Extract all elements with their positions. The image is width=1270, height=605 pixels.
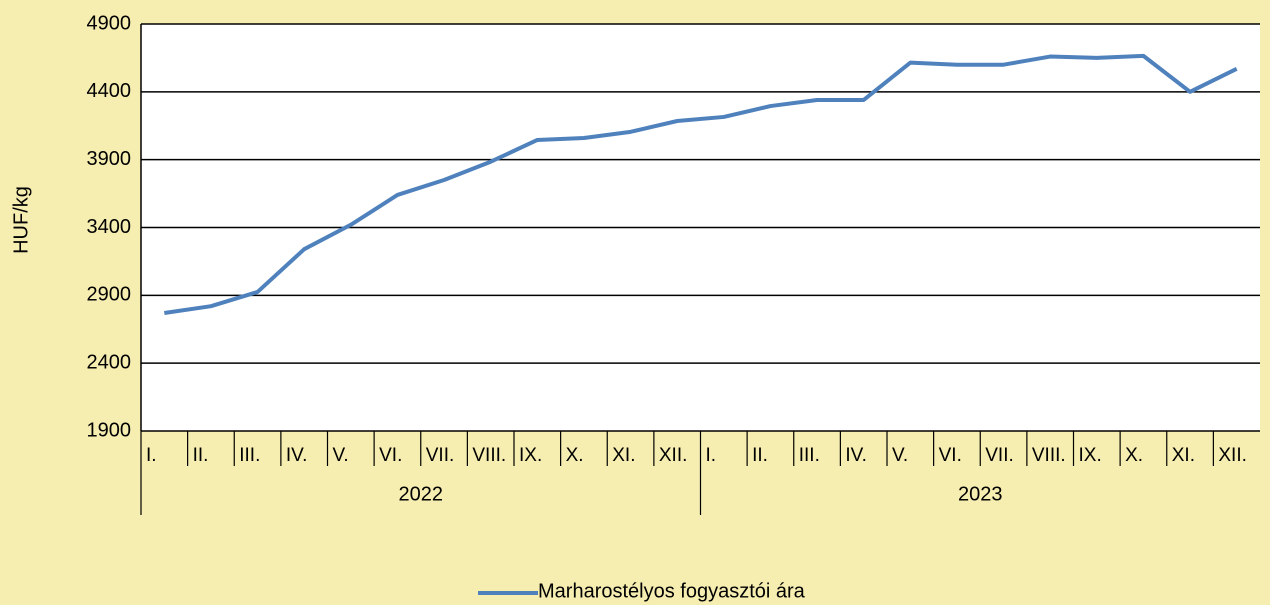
x-tick-label: II.: [193, 445, 209, 466]
x-tick-label: VIII.: [472, 445, 506, 466]
x-tick-label: XII.: [1218, 445, 1247, 466]
x-tick-label: IV.: [286, 445, 308, 466]
legend-label: Marharostélyos fogyasztói ára: [538, 580, 806, 602]
y-tick-label: 1900: [87, 419, 132, 441]
group-label: 2023: [958, 483, 1003, 505]
x-tick-label: V.: [333, 445, 349, 466]
x-tick-label: II.: [752, 445, 768, 466]
x-tick-label: XII.: [659, 445, 688, 466]
x-tick-label: V.: [892, 445, 908, 466]
x-tick-label: III.: [799, 445, 820, 466]
x-tick-label: IV.: [845, 445, 867, 466]
x-tick-label: X.: [566, 445, 584, 466]
x-tick-label: I.: [706, 445, 717, 466]
y-tick-label: 2400: [87, 351, 132, 373]
group-label: 2022: [399, 483, 444, 505]
x-tick-label: III.: [239, 445, 260, 466]
x-tick-label: IX.: [519, 445, 542, 466]
y-axis-label: HUF/kg: [10, 186, 32, 254]
x-tick-label: VI.: [939, 445, 962, 466]
x-tick-label: VII.: [985, 445, 1014, 466]
x-tick-label: VIII.: [1032, 445, 1066, 466]
y-tick-label: 4900: [87, 12, 132, 34]
x-tick-label: X.: [1125, 445, 1143, 466]
x-tick-label: I.: [146, 445, 157, 466]
x-tick-label: XI.: [612, 445, 635, 466]
y-tick-label: 4400: [87, 80, 132, 102]
y-tick-label: 3900: [87, 148, 132, 170]
x-tick-label: IX.: [1079, 445, 1102, 466]
x-tick-label: VI.: [379, 445, 402, 466]
y-tick-label: 2900: [87, 284, 132, 306]
line-series: [164, 53, 1238, 315]
x-tick-label: VII.: [426, 445, 455, 466]
y-tick-label: 3400: [87, 216, 132, 238]
x-tick-label: XI.: [1172, 445, 1195, 466]
